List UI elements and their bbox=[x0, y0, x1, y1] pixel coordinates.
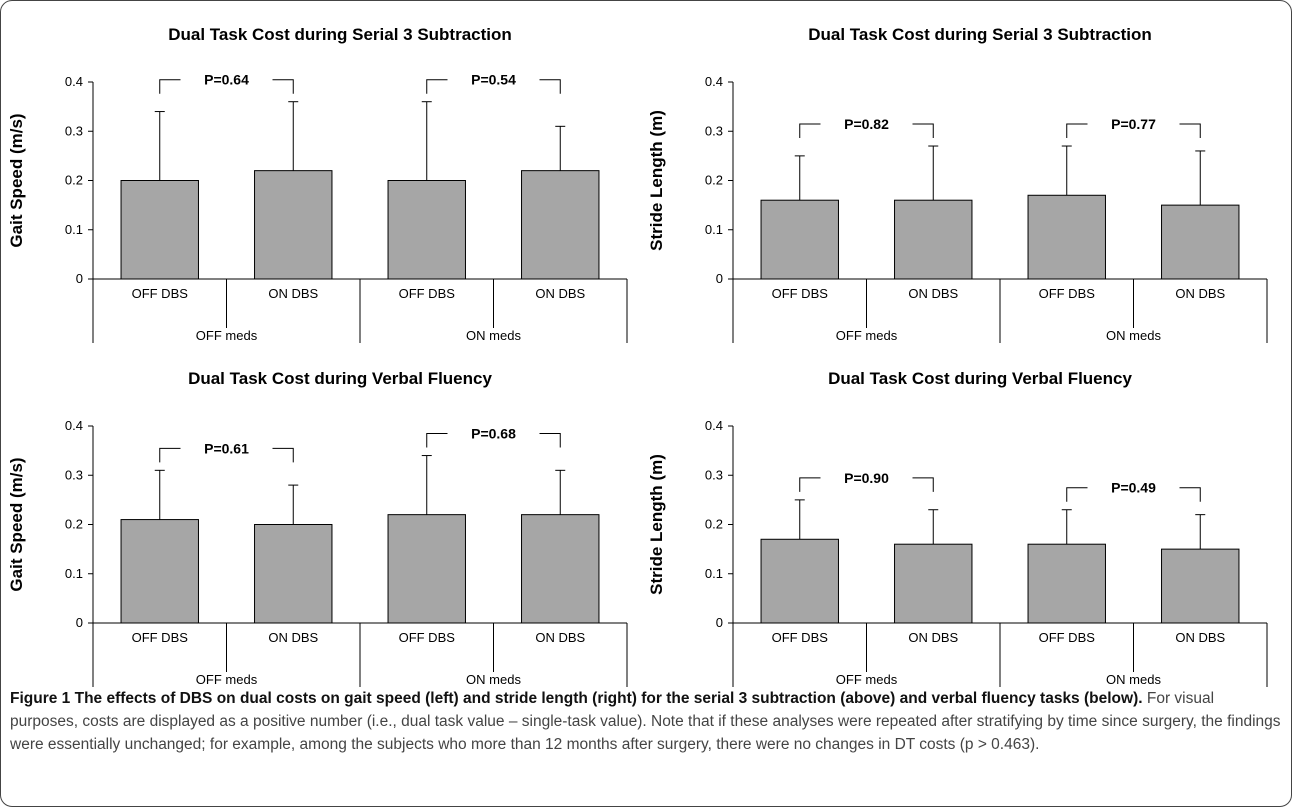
p-value-bracket bbox=[1179, 123, 1201, 139]
y-tick-label: 0 bbox=[76, 271, 83, 286]
bar bbox=[387, 514, 466, 624]
group-label: ON meds bbox=[466, 328, 521, 343]
bar bbox=[254, 170, 333, 280]
category-label: ON DBS bbox=[1175, 286, 1225, 301]
p-value-bracket bbox=[159, 79, 181, 94]
y-tick-label: 0.1 bbox=[705, 222, 723, 237]
category-label: OFF DBS bbox=[132, 630, 189, 645]
p-value-bracket bbox=[1066, 123, 1088, 139]
p-value-bracket bbox=[1179, 487, 1201, 502]
group-label: ON meds bbox=[466, 672, 521, 687]
y-tick-label: 0.1 bbox=[65, 566, 83, 581]
p-value-bracket bbox=[426, 79, 448, 94]
p-value-bracket bbox=[1066, 487, 1088, 502]
category-label: OFF DBS bbox=[772, 286, 829, 301]
chart-stride-verbal: Dual Task Cost during Verbal Fluency Stri… bbox=[647, 369, 1268, 687]
category-label: OFF DBS bbox=[399, 630, 456, 645]
p-value-bracket bbox=[426, 433, 448, 448]
y-tick-label: 0.2 bbox=[705, 517, 723, 532]
chart-title: Dual Task Cost during Verbal Fluency bbox=[188, 369, 492, 388]
group-label: OFF meds bbox=[836, 328, 898, 343]
y-tick-label: 0.1 bbox=[65, 222, 83, 237]
p-value-bracket bbox=[799, 123, 821, 139]
p-value-label: P=0.49 bbox=[1111, 480, 1156, 496]
p-value-label: P=0.90 bbox=[844, 470, 889, 486]
bar bbox=[387, 180, 466, 280]
y-tick-label: 0.3 bbox=[705, 123, 723, 138]
p-value-label: P=0.61 bbox=[204, 440, 249, 456]
y-tick-label: 0.2 bbox=[65, 173, 83, 188]
category-label: ON DBS bbox=[535, 286, 585, 301]
chart-speed-serial3: Dual Task Cost during Serial 3 Subtracti… bbox=[7, 25, 628, 343]
y-tick-label: 0.3 bbox=[65, 123, 83, 138]
bar bbox=[894, 543, 973, 624]
chart-title: Dual Task Cost during Serial 3 Subtracti… bbox=[808, 25, 1152, 44]
y-tick-label: 0.2 bbox=[65, 517, 83, 532]
category-label: ON DBS bbox=[535, 630, 585, 645]
chart-speed-verbal: Dual Task Cost during Verbal Fluency Gait… bbox=[7, 369, 628, 687]
p-value-bracket bbox=[539, 79, 561, 94]
y-axis-label: Gait Speed (m/s) bbox=[7, 113, 26, 247]
p-value-label: P=0.68 bbox=[471, 426, 516, 442]
category-label: OFF DBS bbox=[132, 286, 189, 301]
bar bbox=[1161, 204, 1240, 280]
bar bbox=[760, 199, 839, 280]
bar bbox=[1027, 194, 1106, 280]
category-label: OFF DBS bbox=[1039, 286, 1096, 301]
y-tick-label: 0 bbox=[76, 615, 83, 630]
group-label: OFF meds bbox=[836, 672, 898, 687]
chart-title: Dual Task Cost during Verbal Fluency bbox=[828, 369, 1132, 388]
bar bbox=[894, 199, 973, 280]
p-value-bracket bbox=[912, 123, 934, 139]
p-value-label: P=0.54 bbox=[471, 72, 516, 88]
bar bbox=[521, 170, 600, 280]
category-label: ON DBS bbox=[908, 286, 958, 301]
category-label: OFF DBS bbox=[772, 630, 829, 645]
category-label: OFF DBS bbox=[399, 286, 456, 301]
p-value-label: P=0.82 bbox=[844, 116, 889, 132]
chart-title: Dual Task Cost during Serial 3 Subtracti… bbox=[168, 25, 512, 44]
y-tick-label: 0.4 bbox=[705, 74, 723, 89]
y-tick-label: 0.3 bbox=[705, 467, 723, 482]
bar bbox=[760, 538, 839, 624]
figure-caption: Figure 1 The effects of DBS on dual cost… bbox=[10, 687, 1282, 756]
y-tick-label: 0.1 bbox=[705, 566, 723, 581]
caption-title: Figure 1 The effects of DBS on dual cost… bbox=[10, 690, 1143, 707]
group-label: ON meds bbox=[1106, 672, 1161, 687]
y-tick-label: 0.4 bbox=[65, 418, 83, 433]
chart-stride-serial3: Dual Task Cost during Serial 3 Subtracti… bbox=[647, 25, 1268, 343]
y-tick-label: 0.3 bbox=[65, 467, 83, 482]
y-tick-label: 0 bbox=[716, 271, 723, 286]
y-axis-label: Stride Length (m) bbox=[647, 110, 666, 251]
p-value-bracket bbox=[539, 433, 561, 448]
p-value-bracket bbox=[799, 477, 821, 492]
category-label: OFF DBS bbox=[1039, 630, 1096, 645]
bar bbox=[1027, 543, 1106, 624]
p-value-bracket bbox=[912, 477, 934, 492]
y-tick-label: 0.4 bbox=[705, 418, 723, 433]
bar bbox=[1161, 548, 1240, 624]
y-axis-label: Stride Length (m) bbox=[647, 454, 666, 595]
category-label: ON DBS bbox=[1175, 630, 1225, 645]
p-value-bracket bbox=[159, 447, 181, 463]
y-axis-label: Gait Speed (m/s) bbox=[7, 457, 26, 591]
p-value-label: P=0.64 bbox=[204, 72, 249, 88]
bar bbox=[120, 519, 199, 624]
p-value-label: P=0.77 bbox=[1111, 116, 1156, 132]
category-label: ON DBS bbox=[268, 286, 318, 301]
caption-text: For visual purposes, costs are displayed… bbox=[10, 690, 1281, 753]
group-label: OFF meds bbox=[196, 328, 258, 343]
group-label: OFF meds bbox=[196, 672, 258, 687]
p-value-bracket bbox=[272, 79, 294, 94]
bar bbox=[120, 180, 199, 280]
y-tick-label: 0 bbox=[716, 615, 723, 630]
y-tick-label: 0.4 bbox=[65, 74, 83, 89]
p-value-bracket bbox=[272, 447, 294, 463]
y-tick-label: 0.2 bbox=[705, 173, 723, 188]
group-label: ON meds bbox=[1106, 328, 1161, 343]
bar bbox=[521, 514, 600, 624]
category-label: ON DBS bbox=[908, 630, 958, 645]
category-label: ON DBS bbox=[268, 630, 318, 645]
bar bbox=[254, 524, 333, 624]
